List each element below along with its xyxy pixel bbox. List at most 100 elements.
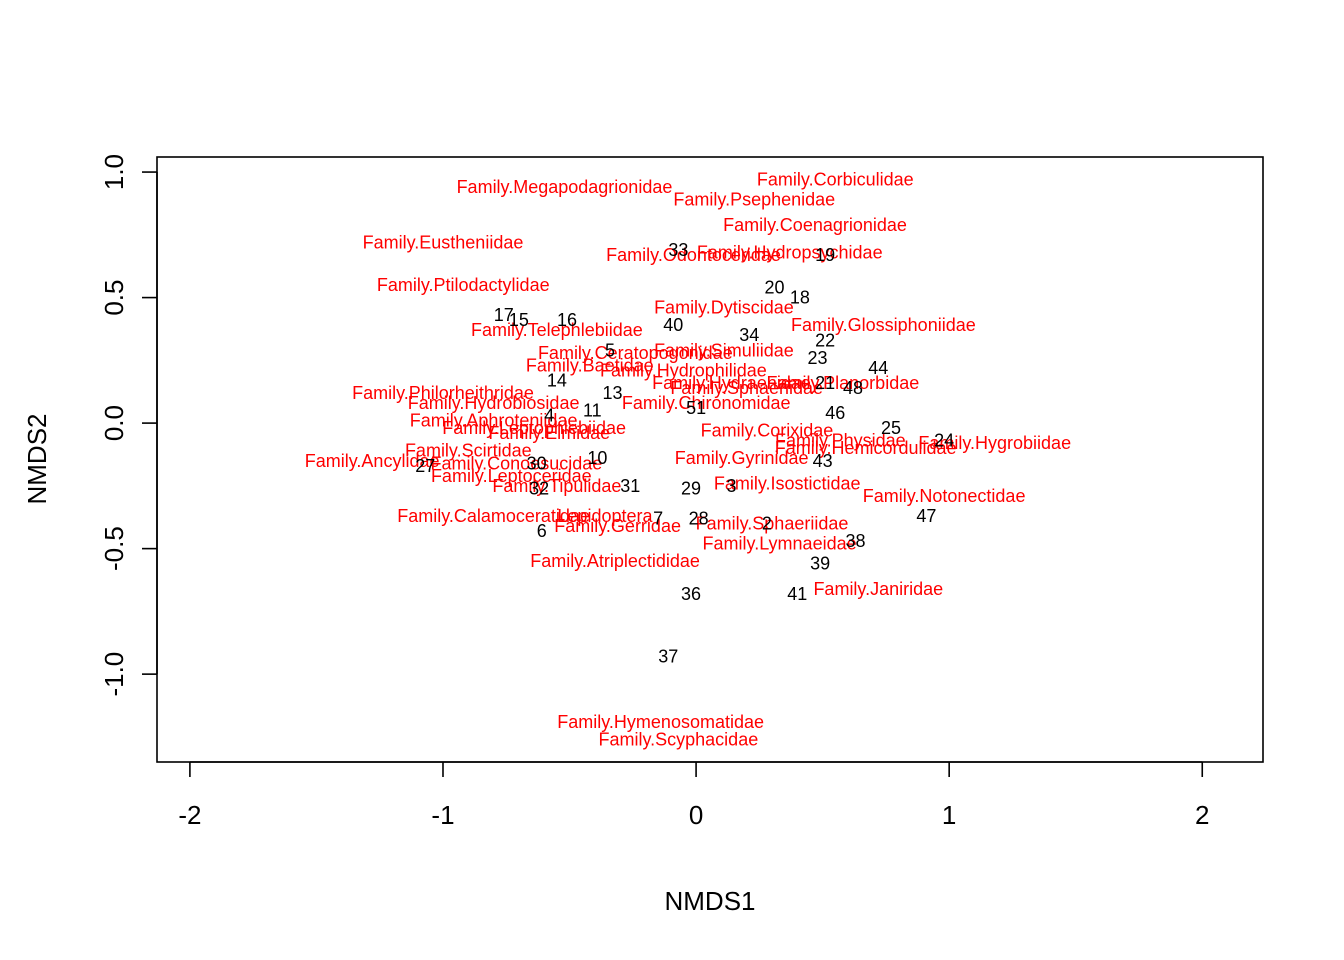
species-label: Family.Chironomidae	[622, 393, 791, 413]
y-axis-title: NMDS2	[22, 413, 52, 504]
site-label: 46	[825, 403, 845, 423]
species-label: Family.Psephenidae	[673, 190, 835, 210]
site-label: 22	[815, 330, 835, 350]
site-label: 17	[494, 305, 514, 325]
site-label: 23	[808, 348, 828, 368]
species-label: Family.Sphaeriidae	[696, 514, 849, 534]
site-label: 28	[689, 508, 709, 528]
site-label: 36	[681, 584, 701, 604]
site-label: 7	[653, 508, 663, 528]
species-label: Family.Hydraenidae	[652, 373, 811, 393]
site-label: 13	[603, 383, 623, 403]
x-tick-label: -2	[178, 800, 201, 830]
species-label: Family.Odontoceridae	[606, 245, 781, 265]
site-label: 40	[663, 315, 683, 335]
site-label: 6	[537, 521, 547, 541]
species-label: Family.Hydrobiosidae	[408, 393, 580, 413]
site-label: 5	[605, 340, 615, 360]
species-label: Family.Lymnaeidae	[703, 534, 857, 554]
site-label: 14	[547, 370, 567, 390]
site-label: 34	[739, 325, 759, 345]
site-label: 11	[583, 401, 602, 421]
site-label: 18	[790, 288, 810, 308]
x-axis: -2 -1 0 1 2	[178, 761, 1209, 830]
species-label: Family.Philorheithridae	[352, 383, 534, 403]
site-label: 47	[916, 506, 936, 526]
species-label: Family.Megapodagrionidae	[457, 177, 673, 197]
site-label: 19	[815, 245, 835, 265]
species-label: Family.Atriplectididae	[530, 551, 700, 571]
species-label: Family.Janiridae	[813, 579, 943, 599]
site-label: 37	[658, 647, 678, 667]
species-label: Lepidoptera	[557, 506, 653, 526]
site-label: 3	[727, 476, 737, 496]
species-label: Family.Hydrophilidae	[600, 360, 767, 380]
x-tick-label: 2	[1195, 800, 1209, 830]
site-label: 41	[787, 584, 807, 604]
species-label: Family.Coenagrionidae	[723, 215, 907, 235]
species-labels: Family.Megapodagrionidae Family.Corbiculi…	[305, 170, 1071, 750]
site-label: 24	[934, 431, 954, 451]
species-label: Family.Sphaeriidae	[670, 378, 823, 398]
species-label: Family.Aphroteniidae	[410, 411, 578, 431]
site-label: 27	[415, 456, 435, 476]
species-label: Family.Eustheniidae	[363, 232, 524, 252]
site-label: 25	[881, 418, 901, 438]
species-label: Family.Gyrinidae	[675, 448, 809, 468]
y-tick-label: 1.0	[99, 154, 129, 190]
species-label: Family.Scirtidae	[405, 441, 532, 461]
species-label: Family.Leptophlebiidae	[442, 418, 626, 438]
site-label: 30	[527, 453, 547, 473]
y-axis: -1.0 -0.5 0.0 0.5 1.0	[99, 154, 158, 697]
species-label: Family.Conoesucidae	[431, 453, 603, 473]
x-tick-label: 1	[942, 800, 956, 830]
species-label: Family.Elmidae	[488, 423, 610, 443]
species-label: Family.Baetidae	[526, 355, 654, 375]
site-label: 38	[846, 531, 866, 551]
site-label: 51	[686, 398, 706, 418]
y-tick-label: 0.5	[99, 280, 129, 316]
x-tick-label: 0	[689, 800, 703, 830]
species-label: Family.Physidae	[775, 431, 906, 451]
site-label: 21	[815, 373, 835, 393]
species-label: Family.Hydropsychidae	[697, 242, 883, 262]
site-label: 20	[765, 278, 785, 298]
site-label: 39	[810, 554, 830, 574]
site-label: 2	[762, 514, 772, 534]
site-label: 44	[868, 358, 888, 378]
species-label: Family.Dytiscidae	[654, 298, 794, 318]
site-label: 33	[668, 240, 688, 260]
species-label: Family.Planorbidae	[766, 373, 919, 393]
site-label: 31	[620, 476, 640, 496]
site-label: 29	[681, 478, 701, 498]
site-label: 48	[843, 378, 863, 398]
species-label: Family.Scyphacidae	[598, 729, 758, 749]
species-label: Family.Corixidae	[701, 421, 834, 441]
species-label: Family.Hygrobiidae	[918, 433, 1071, 453]
species-label: Family.Calamoceratidae	[397, 506, 590, 526]
site-label: 4	[544, 406, 554, 426]
species-label: Family.Isostictidae	[714, 473, 861, 493]
site-label: 16	[557, 310, 577, 330]
species-label: Family.Glossiphoniidae	[791, 315, 976, 335]
species-label: Family.Simuliidae	[654, 340, 794, 360]
y-tick-label: 0.0	[99, 405, 129, 441]
site-label: 32	[529, 478, 549, 498]
species-label: Family.Tipulidae	[492, 476, 621, 496]
species-label: Family.Ancylidae	[305, 451, 440, 471]
species-label: Family.Gerridae	[554, 516, 681, 536]
site-label: 43	[813, 451, 833, 471]
y-tick-label: -1.0	[99, 652, 129, 697]
species-label: Family.Notonectidae	[863, 486, 1026, 506]
species-label: Family.Ptilodactylidae	[377, 275, 550, 295]
site-label: 10	[587, 448, 607, 468]
y-tick-label: -0.5	[99, 526, 129, 571]
x-tick-label: -1	[431, 800, 454, 830]
x-axis-title: NMDS1	[664, 886, 755, 916]
species-label: Family.Leptoceridae	[431, 466, 592, 486]
species-label: Family.Corbiculidae	[757, 170, 914, 190]
site-label: 15	[509, 310, 529, 330]
